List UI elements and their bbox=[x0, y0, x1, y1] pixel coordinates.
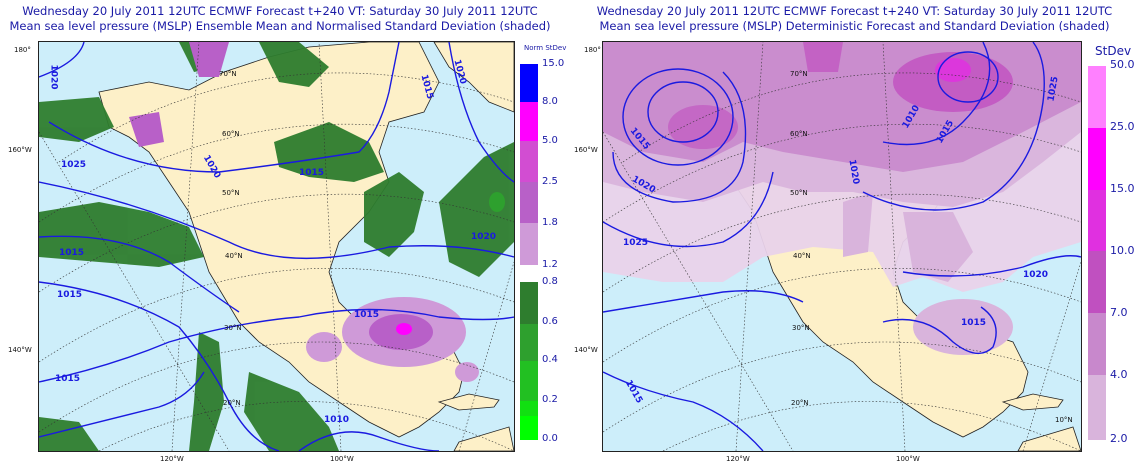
lat-label: 20°N bbox=[791, 399, 809, 407]
lat-label: 40°N bbox=[793, 252, 811, 260]
legend-swatch bbox=[520, 182, 538, 223]
legend-tick: 4.0 bbox=[1110, 368, 1128, 381]
lat-label: 50°N bbox=[222, 189, 240, 197]
legend-tick: 15.0 bbox=[1110, 182, 1135, 195]
legend-tick: 7.0 bbox=[1110, 306, 1128, 319]
lat-label: 70°N bbox=[790, 70, 808, 78]
right-panel: Wednesday 20 July 2011 12UTC ECMWF Forec… bbox=[570, 0, 1139, 468]
lat-label: 30°N bbox=[224, 324, 242, 332]
isobar-label: 1015 bbox=[299, 168, 325, 178]
legend-swatch bbox=[520, 324, 538, 361]
lon-label: 140°W bbox=[8, 346, 32, 354]
isobar-label: 1020 bbox=[1023, 270, 1049, 280]
left-map-graphic bbox=[39, 42, 514, 451]
land-south-america bbox=[1017, 426, 1081, 451]
lat-label: 60°N bbox=[790, 130, 808, 138]
lon-label: 120°W bbox=[726, 455, 750, 463]
legend-tick: 0.6 bbox=[542, 316, 558, 327]
legend-swatch bbox=[520, 102, 538, 141]
legend-tick: 10.0 bbox=[1110, 244, 1135, 257]
lat-label: 40°N bbox=[225, 252, 243, 260]
legend-tick: 0.4 bbox=[542, 354, 558, 365]
land-south-america bbox=[453, 426, 514, 451]
legend-tick: 2.5 bbox=[542, 176, 558, 187]
green-shading bbox=[39, 42, 514, 451]
legend-title: Norm StDev bbox=[524, 44, 567, 52]
isobars bbox=[603, 42, 1081, 451]
legend-swatch bbox=[1088, 190, 1106, 251]
lon-label: 100°W bbox=[896, 455, 920, 463]
graticule bbox=[603, 42, 1081, 451]
legend-title: StDev bbox=[1095, 44, 1132, 58]
left-panel: Wednesday 20 July 2011 12UTC ECMWF Forec… bbox=[0, 0, 566, 468]
isobar-label: 1015 bbox=[59, 248, 85, 258]
legend-swatch bbox=[520, 416, 538, 440]
isobar-label: 1015 bbox=[961, 318, 987, 328]
legend-tick: 50.0 bbox=[1110, 58, 1135, 71]
lat-label: 50°N bbox=[790, 189, 808, 197]
graticule bbox=[39, 42, 514, 451]
legend-swatch bbox=[1088, 251, 1106, 313]
legend-tick: 8.0 bbox=[542, 96, 558, 107]
right-map: 1015 1010 1015 1025 1020 1025 1020 1015 … bbox=[602, 41, 1082, 452]
lon-label: 160°W bbox=[574, 146, 598, 154]
lat-label: 30°N bbox=[792, 324, 810, 332]
right-title-line1: Wednesday 20 July 2011 12UTC ECMWF Forec… bbox=[596, 4, 1113, 18]
legend-swatch bbox=[520, 141, 538, 182]
lon-label: 140°W bbox=[574, 346, 598, 354]
left-map: 1020 1015 1020 1025 1020 1015 1015 1015 … bbox=[38, 41, 515, 452]
legend-swatch bbox=[1088, 128, 1106, 190]
legend-tick: 0.8 bbox=[542, 276, 558, 287]
legend-tick: 5.0 bbox=[542, 135, 558, 146]
lon-label: 160°W bbox=[8, 146, 32, 154]
legend-swatch bbox=[520, 64, 538, 102]
land-cuba bbox=[1001, 393, 1064, 411]
isobar-label: 1015 bbox=[354, 310, 380, 320]
isobar-label: 1015 bbox=[57, 290, 83, 300]
left-legend: Norm StDev 15.0 8.0 5.0 2.5 1.8 1.2 0.8 … bbox=[520, 44, 566, 444]
legend-tick: 1.8 bbox=[542, 217, 558, 228]
lat-label: 70°N bbox=[219, 70, 237, 78]
legend-swatch bbox=[1088, 313, 1106, 375]
land-greenland bbox=[433, 42, 514, 113]
lat-label: 20°N bbox=[223, 399, 241, 407]
legend-swatch bbox=[1088, 375, 1106, 440]
legend-tick: 0.0 bbox=[542, 433, 558, 444]
left-title-line1: Wednesday 20 July 2011 12UTC ECMWF Forec… bbox=[22, 4, 538, 18]
legend-tick: 15.0 bbox=[542, 58, 565, 69]
legend-tick: 25.0 bbox=[1110, 120, 1135, 133]
legend-swatch bbox=[520, 282, 538, 324]
isobars bbox=[39, 42, 514, 451]
isobar-label: 1010 bbox=[324, 415, 350, 425]
isobar-label: 1025 bbox=[61, 160, 87, 170]
isobar-label: 1015 bbox=[55, 374, 81, 384]
lon-label: 120°W bbox=[160, 455, 184, 463]
purple-shading bbox=[129, 42, 479, 382]
isobar-label: 1025 bbox=[623, 238, 649, 248]
lon-label: 180° bbox=[584, 46, 601, 54]
right-legend: StDev 50.0 25.0 15.0 10.0 7.0 4.0 2.0 bbox=[1088, 44, 1138, 444]
legend-tick: 0.2 bbox=[542, 394, 558, 405]
land-cuba bbox=[437, 393, 500, 411]
lon-label: 180° bbox=[14, 46, 31, 54]
lon-label: 100°W bbox=[330, 455, 354, 463]
left-title-line2: Mean sea level pressure (MSLP) Ensemble … bbox=[9, 19, 551, 33]
legend-tick: 1.2 bbox=[542, 259, 558, 270]
isobar-label: 1020 bbox=[48, 64, 59, 90]
legend-tick: 2.0 bbox=[1110, 432, 1128, 445]
right-map-graphic bbox=[603, 42, 1081, 451]
isobar-label: 1020 bbox=[471, 232, 497, 242]
lat-label: 10°N bbox=[1055, 416, 1073, 424]
legend-swatch bbox=[1088, 66, 1106, 128]
lat-label: 60°N bbox=[222, 130, 240, 138]
legend-swatch bbox=[520, 361, 538, 401]
right-title-line2: Mean sea level pressure (MSLP) Determini… bbox=[599, 19, 1110, 33]
legend-swatch bbox=[520, 223, 538, 265]
